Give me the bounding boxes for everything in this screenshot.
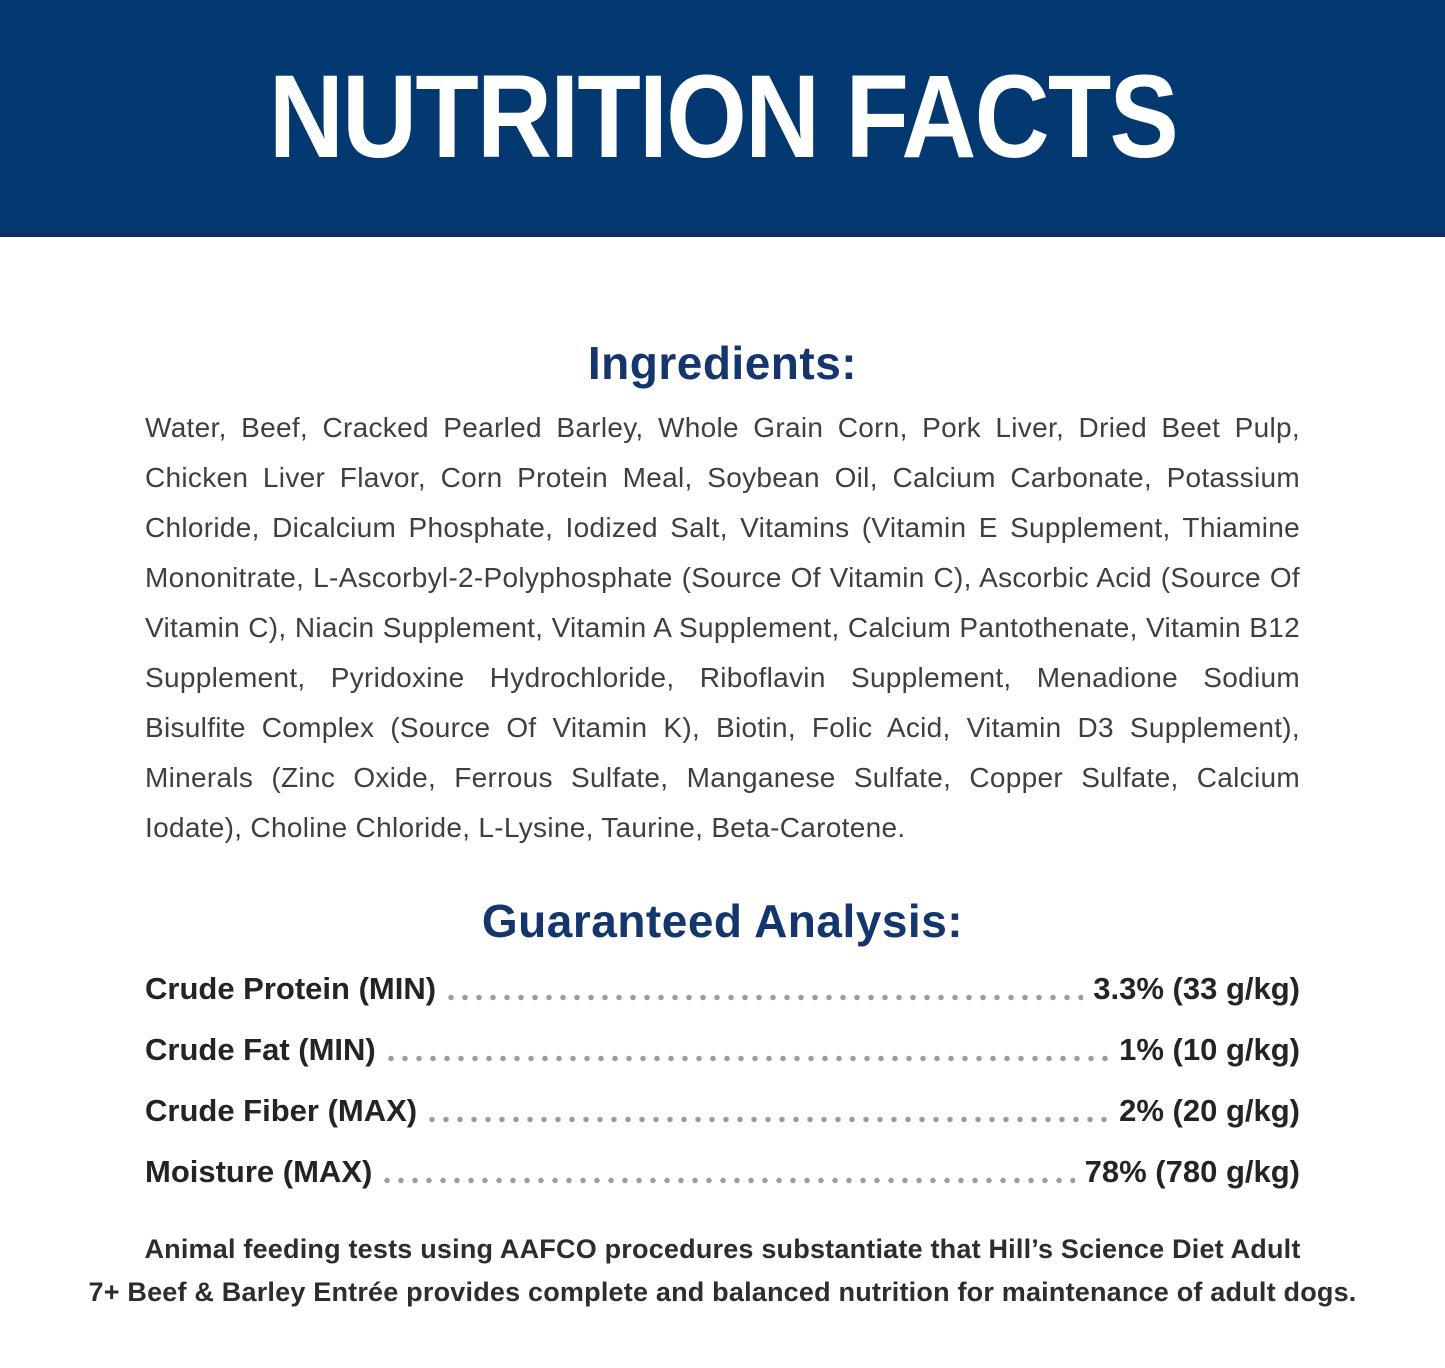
guaranteed-analysis-heading: Guaranteed Analysis: bbox=[481, 895, 964, 947]
analysis-row-value: 1% (10 g/kg) bbox=[1119, 1032, 1300, 1067]
analysis-row-label: Moisture (MAX) bbox=[145, 1154, 373, 1189]
header-banner: NUTRITION FACTS bbox=[0, 0, 1445, 237]
ingredients-section: Ingredients: Water, Beef, Cracked Pearle… bbox=[0, 337, 1445, 853]
guaranteed-analysis-section: Guaranteed Analysis: Crude Protein (MIN)… bbox=[0, 895, 1445, 1190]
analysis-row-value: 2% (20 g/kg) bbox=[1119, 1093, 1300, 1128]
footer-line-1: Animal feeding tests using AAFCO procedu… bbox=[144, 1234, 1301, 1264]
footer-line-2: 7+ Beef & Barley Entrée provides complet… bbox=[88, 1277, 1357, 1307]
analysis-row-label: Crude Fat (MIN) bbox=[145, 1032, 376, 1067]
page-title: NUTRITION FACTS bbox=[268, 50, 1178, 183]
dot-leader bbox=[448, 994, 1084, 1001]
analysis-row-label: Crude Protein (MIN) bbox=[145, 971, 437, 1006]
dot-leader bbox=[387, 1055, 1110, 1062]
analysis-row-label: Crude Fiber (MAX) bbox=[145, 1093, 418, 1128]
analysis-rows: Crude Protein (MIN) 3.3% (33 g/kg) Crude… bbox=[0, 971, 1445, 1190]
footer-note: Animal feeding tests using AAFCO procedu… bbox=[0, 1228, 1445, 1314]
ingredients-text: Water, Beef, Cracked Pearled Barley, Who… bbox=[145, 412, 1300, 843]
analysis-row-value: 78% (780 g/kg) bbox=[1084, 1154, 1300, 1189]
dot-leader bbox=[384, 1177, 1075, 1184]
ingredients-heading: Ingredients: bbox=[587, 337, 858, 389]
analysis-row-value: 3.3% (33 g/kg) bbox=[1093, 971, 1300, 1006]
analysis-row-crude-fiber: Crude Fiber (MAX) 2% (20 g/kg) bbox=[145, 1093, 1300, 1129]
analysis-row-moisture: Moisture (MAX) 78% (780 g/kg) bbox=[145, 1154, 1300, 1190]
dot-leader bbox=[429, 1116, 1110, 1123]
analysis-row-crude-protein: Crude Protein (MIN) 3.3% (33 g/kg) bbox=[145, 971, 1300, 1007]
analysis-row-crude-fat: Crude Fat (MIN) 1% (10 g/kg) bbox=[145, 1032, 1300, 1068]
